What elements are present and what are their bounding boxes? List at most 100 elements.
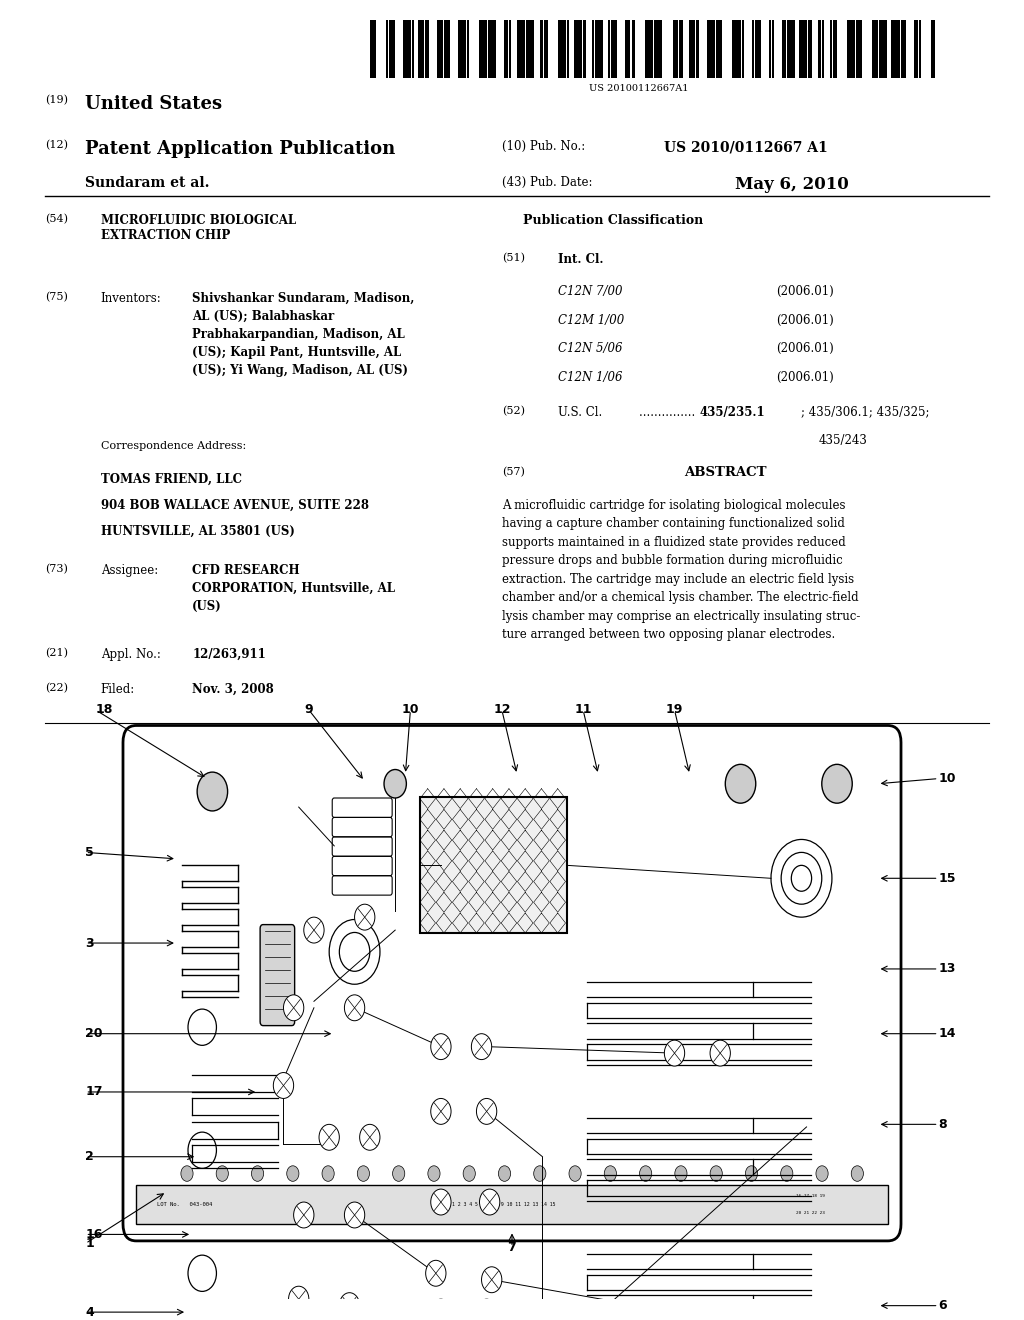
Text: (75): (75) <box>45 292 68 302</box>
Text: 4: 4 <box>85 1305 94 1319</box>
Text: Publication Classification: Publication Classification <box>523 214 703 227</box>
Text: US 2010/0112667 A1: US 2010/0112667 A1 <box>665 140 828 154</box>
Text: C12N 1/06: C12N 1/06 <box>558 371 623 384</box>
Bar <box>488 20 497 78</box>
Circle shape <box>569 1166 582 1181</box>
Text: 16: 16 <box>85 1228 102 1241</box>
Circle shape <box>284 995 304 1020</box>
FancyBboxPatch shape <box>123 726 901 1241</box>
Bar <box>892 20 899 78</box>
Bar <box>136 1185 888 1224</box>
Text: C12N 5/06: C12N 5/06 <box>558 342 623 355</box>
Text: (43) Pub. Date:: (43) Pub. Date: <box>502 177 592 189</box>
Text: 19: 19 <box>666 704 683 717</box>
Text: 8: 8 <box>939 1118 947 1131</box>
Circle shape <box>499 1166 511 1181</box>
Bar <box>607 20 610 78</box>
Text: 12: 12 <box>494 704 511 717</box>
Text: (2006.01): (2006.01) <box>776 371 834 384</box>
Circle shape <box>604 1166 616 1181</box>
Bar <box>558 20 566 78</box>
Text: CFD RESEARCH
CORPORATION, Huntsville, AL
(US): CFD RESEARCH CORPORATION, Huntsville, AL… <box>193 564 395 612</box>
Bar <box>458 20 466 78</box>
Text: 435/243: 435/243 <box>818 434 867 447</box>
Circle shape <box>392 1166 404 1181</box>
Circle shape <box>357 1166 370 1181</box>
Bar <box>834 20 837 78</box>
Bar <box>402 20 411 78</box>
Text: 16 17 18 19: 16 17 18 19 <box>797 1195 825 1199</box>
Text: 13: 13 <box>939 962 956 975</box>
Text: 14: 14 <box>939 1027 956 1040</box>
Bar <box>540 20 543 78</box>
Circle shape <box>476 1299 497 1320</box>
Circle shape <box>816 1166 828 1181</box>
Circle shape <box>710 1040 730 1067</box>
Text: (52): (52) <box>502 405 525 416</box>
Text: (2006.01): (2006.01) <box>776 342 834 355</box>
Circle shape <box>188 1133 216 1168</box>
Bar <box>583 20 587 78</box>
Bar <box>370 20 376 78</box>
Circle shape <box>851 1166 863 1181</box>
Text: 12/263,911: 12/263,911 <box>193 648 266 661</box>
Text: Correspondence Address:: Correspondence Address: <box>100 441 246 450</box>
Text: Filed:: Filed: <box>100 682 135 696</box>
Text: 435/235.1: 435/235.1 <box>699 405 766 418</box>
Bar <box>595 20 603 78</box>
Text: 2: 2 <box>85 1150 94 1163</box>
Text: Appl. No.:: Appl. No.: <box>100 648 161 661</box>
Bar <box>517 20 524 78</box>
Text: 20 21 22 23: 20 21 22 23 <box>797 1212 825 1216</box>
Bar <box>919 20 922 78</box>
Bar <box>695 20 699 78</box>
Circle shape <box>339 1292 359 1319</box>
Circle shape <box>319 1125 339 1150</box>
Circle shape <box>273 1073 294 1098</box>
Bar <box>880 20 887 78</box>
Circle shape <box>675 1166 687 1181</box>
Circle shape <box>745 1166 758 1181</box>
Text: 3: 3 <box>85 937 94 949</box>
Bar <box>592 20 594 78</box>
Circle shape <box>354 904 375 931</box>
Text: U.S. Cl.: U.S. Cl. <box>558 405 602 418</box>
Circle shape <box>329 920 380 985</box>
Text: (2006.01): (2006.01) <box>776 285 834 298</box>
Bar <box>680 20 683 78</box>
Circle shape <box>481 1267 502 1292</box>
Bar <box>856 20 862 78</box>
Text: HUNTSVILLE, AL 35801 (US): HUNTSVILLE, AL 35801 (US) <box>100 525 295 537</box>
Circle shape <box>428 1166 440 1181</box>
Bar <box>645 20 653 78</box>
Text: 11: 11 <box>574 704 592 717</box>
Circle shape <box>822 764 852 803</box>
Bar <box>504 20 508 78</box>
Text: ...............: ............... <box>639 405 699 418</box>
Text: C12N 7/00: C12N 7/00 <box>558 285 623 298</box>
Bar <box>741 20 743 78</box>
Text: Patent Application Publication: Patent Application Publication <box>85 140 395 158</box>
Bar <box>479 20 487 78</box>
Bar <box>822 20 824 78</box>
Bar <box>420 797 567 933</box>
Bar <box>914 20 918 78</box>
Bar <box>437 20 442 78</box>
Circle shape <box>322 1166 334 1181</box>
Text: (73): (73) <box>45 564 68 574</box>
Circle shape <box>479 1189 500 1214</box>
Circle shape <box>426 1261 446 1286</box>
Text: 1: 1 <box>85 1237 94 1250</box>
Text: 1 2 3 4 5  6 7 8 9 10 11 12 13 14 15: 1 2 3 4 5 6 7 8 9 10 11 12 13 14 15 <box>452 1203 555 1206</box>
Circle shape <box>344 1203 365 1228</box>
Text: LOT No.   043-004: LOT No. 043-004 <box>157 1203 212 1206</box>
Text: C12M 1/00: C12M 1/00 <box>558 314 624 326</box>
Text: US 20100112667A1: US 20100112667A1 <box>589 84 689 94</box>
Text: (2006.01): (2006.01) <box>776 314 834 326</box>
Bar <box>525 20 534 78</box>
Bar <box>509 20 511 78</box>
Text: (19): (19) <box>45 95 68 106</box>
Text: Sundaram et al.: Sundaram et al. <box>85 177 210 190</box>
Bar <box>654 20 663 78</box>
Circle shape <box>534 1166 546 1181</box>
